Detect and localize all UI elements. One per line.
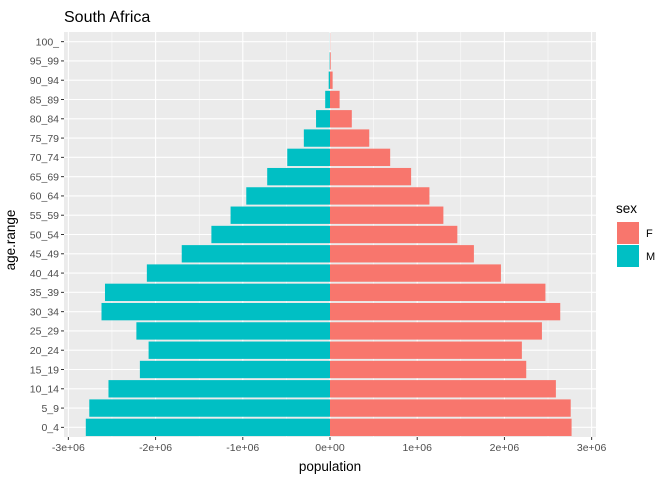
x-tick-label: 3e+06 [577, 442, 607, 454]
legend: sex FM [616, 201, 655, 267]
bar-F-30_34 [330, 302, 561, 321]
y-tick-label: 95_99 [30, 56, 59, 68]
y-tick-label: 75_79 [30, 133, 59, 145]
bar-F-15_19 [330, 360, 527, 379]
y-axis-ticks: 0_4 5_9 10_14 15_19 20_24 25_29 30_34 35_39 40_4… [30, 36, 64, 434]
bar-F-65_69 [330, 167, 412, 186]
y-tick-label: 15_19 [30, 364, 59, 376]
legend-label-F: F [646, 228, 653, 240]
bar-F-80_84 [330, 110, 352, 128]
y-tick-label: 80_84 [30, 114, 59, 126]
bar-F-25_29 [330, 322, 542, 340]
bar-F-85_89 [330, 90, 340, 109]
y-tick-label: 20_24 [30, 345, 59, 357]
bar-M-15_19 [139, 360, 330, 379]
bar-F-70_74 [330, 148, 391, 167]
x-axis-title: population [299, 459, 361, 474]
bar-F-20_24 [330, 341, 522, 359]
bar-F-60_64 [330, 187, 430, 205]
bar-M-55_59 [230, 206, 330, 224]
chart-title: South Africa [64, 9, 150, 26]
y-tick-label: 45_49 [30, 249, 59, 261]
y-tick-label: 85_89 [30, 94, 59, 106]
y-tick-label: 65_69 [30, 171, 59, 183]
bar-F-35_39 [330, 283, 546, 302]
bar-M-0_4 [85, 418, 330, 437]
bar-M-65_69 [267, 167, 330, 186]
y-tick-label: 100_ [36, 36, 60, 48]
y-tick-label: 40_44 [30, 268, 59, 280]
bar-M-70_74 [287, 148, 330, 167]
bar-M-45_49 [181, 245, 330, 263]
legend-key-M [617, 245, 639, 267]
y-tick-label: 10_14 [30, 384, 59, 396]
y-tick-label: 55_59 [30, 210, 59, 222]
y-tick-label: 60_64 [30, 191, 59, 203]
bar-M-10_14 [108, 380, 330, 398]
bar-M-5_9 [89, 399, 330, 417]
y-tick-label: 70_74 [30, 152, 59, 164]
bar-M-60_64 [246, 187, 330, 205]
y-tick-label: 25_29 [30, 326, 59, 338]
x-tick-label: -2e+06 [139, 442, 172, 454]
y-tick-label: 0_4 [41, 422, 59, 434]
bar-F-50_54 [330, 225, 458, 244]
bar-F-10_14 [330, 380, 556, 398]
bar-M-50_54 [211, 225, 330, 244]
bar-M-90_94 [328, 71, 330, 89]
x-tick-label: -3e+06 [52, 442, 85, 454]
bar-M-75_79 [303, 129, 330, 147]
y-tick-label: 5_9 [41, 403, 59, 415]
bar-F-55_59 [330, 206, 444, 224]
y-axis-title: age.range [3, 210, 18, 271]
bar-F-95_99 [330, 52, 331, 70]
bar-F-90_94 [330, 71, 333, 89]
y-tick-label: 90_94 [30, 75, 59, 87]
bar-M-85_89 [325, 90, 330, 109]
legend-key-F [617, 222, 639, 244]
y-tick-label: 35_39 [30, 287, 59, 299]
bar-F-5_9 [330, 399, 571, 417]
x-tick-label: 2e+06 [490, 442, 520, 454]
x-tick-label: -1e+06 [226, 442, 259, 454]
bar-F-40_44 [330, 264, 501, 282]
legend-label-M: M [646, 251, 655, 263]
bar-F-75_79 [330, 129, 370, 147]
bar-M-35_39 [104, 283, 330, 302]
x-tick-label: 1e+06 [402, 442, 432, 454]
y-tick-label: 30_34 [30, 306, 59, 318]
bar-F-45_49 [330, 245, 474, 263]
bar-M-40_44 [146, 264, 330, 282]
x-axis-ticks: -3e+06 -2e+06 -1e+06 0e+00 1e+06 2e+06 3e+06 [52, 437, 607, 454]
legend-title: sex [616, 201, 637, 216]
bar-M-80_84 [316, 110, 330, 128]
bar-F-0_4 [330, 418, 572, 437]
bar-M-25_29 [136, 322, 330, 340]
bar-M-30_34 [101, 302, 330, 321]
x-tick-label: 0e+00 [315, 442, 345, 454]
bars [85, 32, 572, 437]
bar-M-20_24 [148, 341, 330, 359]
y-tick-label: 50_54 [30, 229, 59, 241]
